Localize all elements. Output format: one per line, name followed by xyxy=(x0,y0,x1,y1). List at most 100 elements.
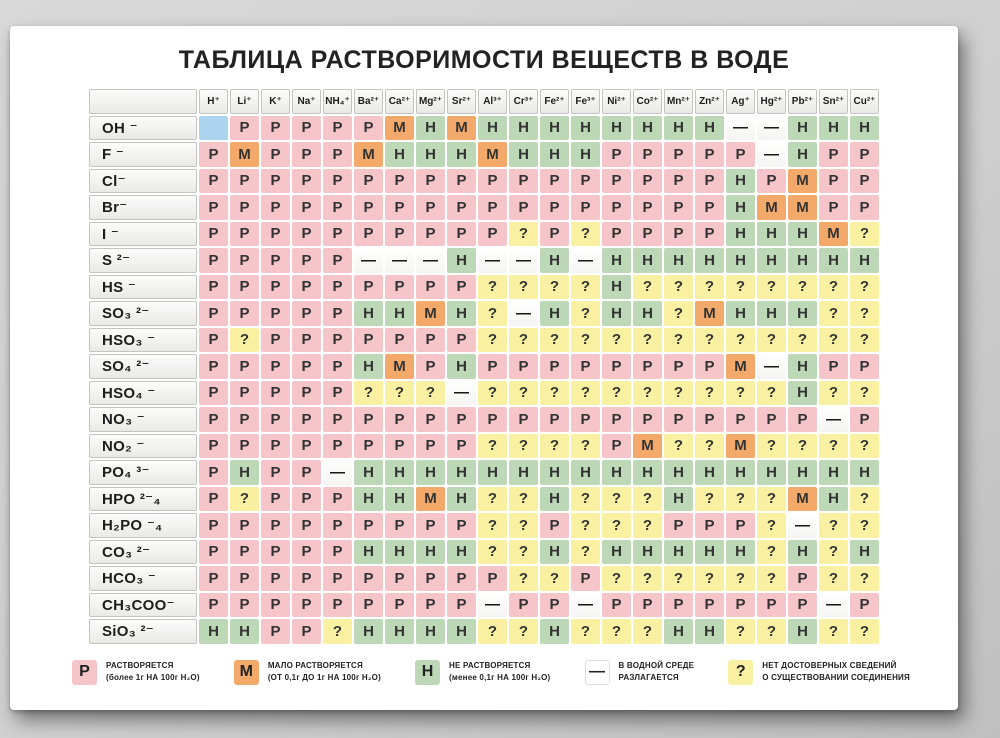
solubility-cell: ? xyxy=(478,380,507,405)
solubility-cell: ? xyxy=(571,619,600,644)
solubility-cell: ? xyxy=(850,221,879,246)
solubility-cell: ? xyxy=(509,619,538,644)
solubility-cell: Р xyxy=(261,407,290,432)
solubility-cell: Н xyxy=(602,301,631,326)
solubility-cell: Р xyxy=(385,221,414,246)
solubility-cell: Р xyxy=(292,592,321,617)
solubility-cell: ? xyxy=(602,486,631,511)
solubility-cell: М xyxy=(416,301,445,326)
solubility-cell: Р xyxy=(261,301,290,326)
solubility-cell: Р xyxy=(416,592,445,617)
solubility-cell: Р xyxy=(199,248,228,273)
solubility-cell: — xyxy=(571,592,600,617)
solubility-cell: ? xyxy=(695,327,724,352)
solubility-cell: Р xyxy=(819,168,848,193)
solubility-cell: ? xyxy=(571,486,600,511)
solubility-cell: Р xyxy=(199,380,228,405)
solubility-cell: ? xyxy=(850,513,879,538)
solubility-cell: ? xyxy=(230,327,259,352)
solubility-cell: Р xyxy=(354,221,383,246)
solubility-cell: Р xyxy=(292,513,321,538)
solubility-cell: Р xyxy=(633,142,662,167)
solubility-cell: Р xyxy=(292,380,321,405)
solubility-cell: Р xyxy=(416,274,445,299)
legend-item: М МАЛО РАСТВОРЯЕТСЯ (ОТ 0,1г ДО 1г НА 100г… xyxy=(233,659,381,685)
solubility-cell: Р xyxy=(199,486,228,511)
solubility-cell: Р xyxy=(695,195,724,220)
solubility-cell: Н xyxy=(664,619,693,644)
solubility-cell: Р xyxy=(354,274,383,299)
solubility-cell: Р xyxy=(292,142,321,167)
solubility-cell: Н xyxy=(447,619,476,644)
solubility-cell: Р xyxy=(850,142,879,167)
solubility-cell: ? xyxy=(478,513,507,538)
solubility-cell: Р xyxy=(819,354,848,379)
solubility-cell: Н xyxy=(850,248,879,273)
solubility-cell: Н xyxy=(819,460,848,485)
solubility-cell: ? xyxy=(850,486,879,511)
solubility-cell: Н xyxy=(509,115,538,140)
solubility-cell: ? xyxy=(788,433,817,458)
solubility-cell: ? xyxy=(478,274,507,299)
solubility-cell: Р xyxy=(571,407,600,432)
solubility-cell: Р xyxy=(261,354,290,379)
solubility-cell: Р xyxy=(788,592,817,617)
solubility-cell: Р xyxy=(602,433,631,458)
solubility-cell: Н xyxy=(385,301,414,326)
solubility-cell: Н xyxy=(819,486,848,511)
anion-label: S ²⁻ xyxy=(89,248,197,273)
cation-header: Li⁺ xyxy=(230,89,259,114)
solubility-cell: Р xyxy=(571,354,600,379)
solubility-cell: Р xyxy=(664,354,693,379)
legend-text: В ВОДНОЙ СРЕДЕ РАЗЛАГАЕТСЯ xyxy=(618,661,695,682)
solubility-cell: Р xyxy=(726,592,755,617)
anion-label: HCO₃ ⁻ xyxy=(89,566,197,591)
solubility-cell: Р xyxy=(540,513,569,538)
cation-header: Ni²⁺ xyxy=(602,89,631,114)
solubility-cell: Н xyxy=(788,354,817,379)
solubility-cell: Р xyxy=(261,142,290,167)
solubility-cell: Р xyxy=(788,566,817,591)
solubility-cell: Р xyxy=(354,513,383,538)
solubility-cell: Р xyxy=(478,407,507,432)
solubility-cell: ? xyxy=(509,486,538,511)
solubility-cell: Н xyxy=(695,248,724,273)
solubility-cell: — xyxy=(757,354,786,379)
solubility-cell: Н xyxy=(726,195,755,220)
solubility-cell: М xyxy=(726,433,755,458)
solubility-cell: Р xyxy=(199,195,228,220)
solubility-cell: Р xyxy=(447,195,476,220)
solubility-cell: Р xyxy=(261,115,290,140)
solubility-cell: Р xyxy=(447,407,476,432)
solubility-cell: — xyxy=(571,248,600,273)
solubility-cell: Р xyxy=(664,142,693,167)
solubility-cell: Р xyxy=(726,142,755,167)
solubility-cell: Н xyxy=(571,142,600,167)
solubility-cell: Р xyxy=(850,407,879,432)
solubility-cell: Н xyxy=(819,115,848,140)
solubility-cell: — xyxy=(478,248,507,273)
solubility-cell: Н xyxy=(726,248,755,273)
solubility-cell: Р xyxy=(850,168,879,193)
solubility-cell: Н xyxy=(416,619,445,644)
solubility-cell: Н xyxy=(447,539,476,564)
solubility-cell: Р xyxy=(478,221,507,246)
solubility-cell: Р xyxy=(199,327,228,352)
solubility-cell: Р xyxy=(602,142,631,167)
solubility-cell: ? xyxy=(633,513,662,538)
solubility-cell: ? xyxy=(850,380,879,405)
solubility-cell: Р xyxy=(540,592,569,617)
anion-label: PO₄ ³⁻ xyxy=(89,460,197,485)
solubility-cell: — xyxy=(757,115,786,140)
solubility-cell: Р xyxy=(354,115,383,140)
solubility-cell: ? xyxy=(509,433,538,458)
solubility-cell: Р xyxy=(478,566,507,591)
solubility-cell: Р xyxy=(292,221,321,246)
solubility-cell: Р xyxy=(354,407,383,432)
solubility-cell: — xyxy=(478,592,507,617)
solubility-cell: Р xyxy=(664,195,693,220)
solubility-cell: ? xyxy=(726,327,755,352)
solubility-cell: Н xyxy=(602,539,631,564)
solubility-cell: Н xyxy=(788,619,817,644)
legend-item: Р РАСТВОРЯЕТСЯ (более 1г НА 100г Н₂О) xyxy=(72,659,200,685)
